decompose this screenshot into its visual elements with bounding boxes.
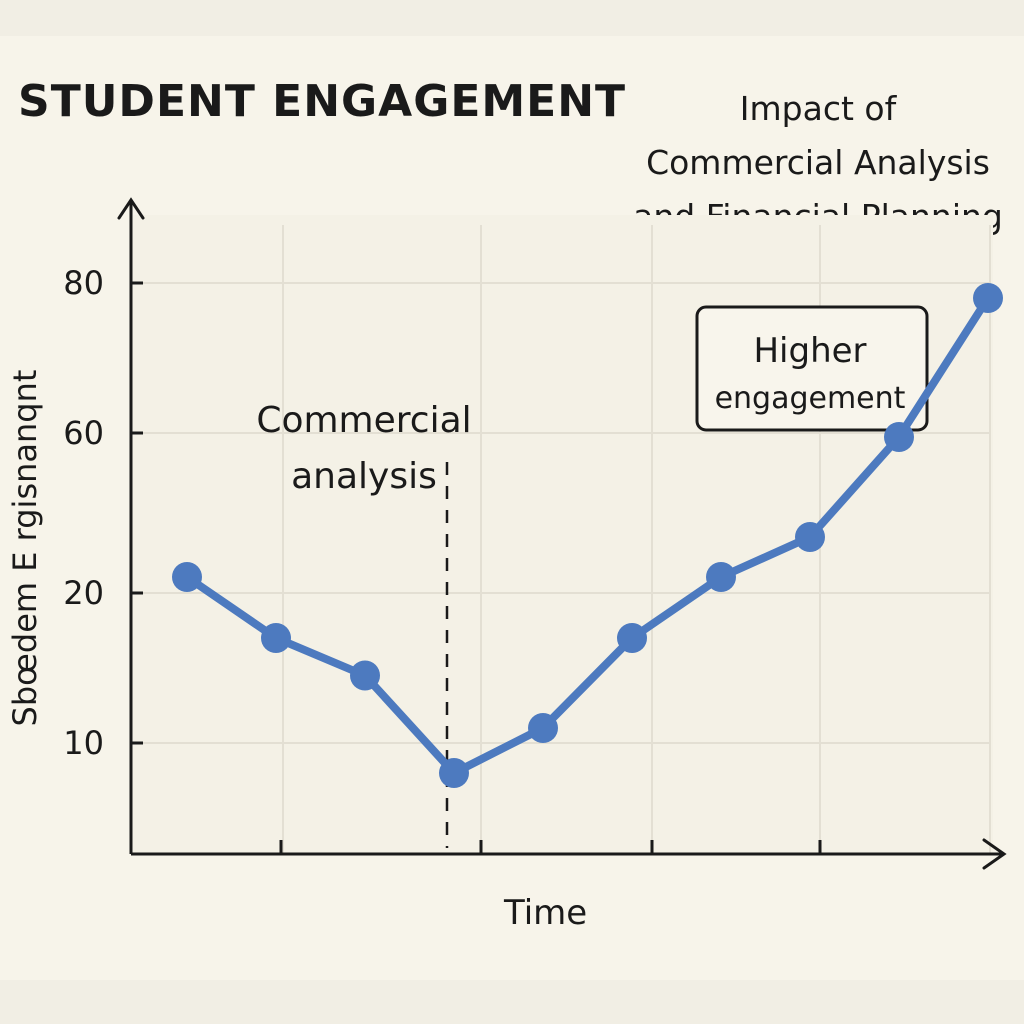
x-axis-arrow bbox=[982, 838, 1007, 870]
annotations: Commercial analysis Higher engagement bbox=[256, 305, 929, 848]
data-point bbox=[261, 623, 291, 653]
annotation-higher-engagement-line: Higher bbox=[753, 331, 866, 371]
y-axis-arrow bbox=[117, 197, 145, 220]
data-point bbox=[172, 562, 202, 592]
y-ticks: 80 60 20 10 bbox=[63, 264, 143, 762]
data-point bbox=[350, 660, 380, 691]
data-point bbox=[884, 422, 914, 452]
y-tick-label: 60 bbox=[63, 414, 104, 452]
annotation-commercial-analysis-line: analysis bbox=[291, 456, 437, 497]
annotation-box bbox=[695, 305, 929, 432]
annotation-commercial-analysis-line: Commercial bbox=[256, 400, 471, 441]
data-point bbox=[706, 562, 736, 592]
y-tick-label: 80 bbox=[63, 264, 104, 302]
annotation-higher-engagement-line: engagement bbox=[715, 381, 906, 416]
subtitle-line-1: Impact of bbox=[739, 89, 897, 128]
series-line bbox=[183, 294, 992, 777]
series bbox=[172, 283, 1003, 788]
data-point bbox=[795, 522, 825, 552]
y-tick-label: 20 bbox=[63, 574, 104, 612]
data-point bbox=[973, 283, 1003, 313]
chart-title: STUDENT ENGAGEMENT bbox=[18, 76, 627, 127]
axes bbox=[117, 197, 1007, 870]
data-point bbox=[528, 713, 558, 743]
data-point bbox=[617, 623, 647, 653]
x-axis-label: Time bbox=[504, 893, 588, 933]
y-tick-label: 10 bbox=[63, 724, 104, 762]
data-point bbox=[439, 758, 469, 788]
subtitle-line-2: Commercial Analysis bbox=[646, 143, 990, 182]
